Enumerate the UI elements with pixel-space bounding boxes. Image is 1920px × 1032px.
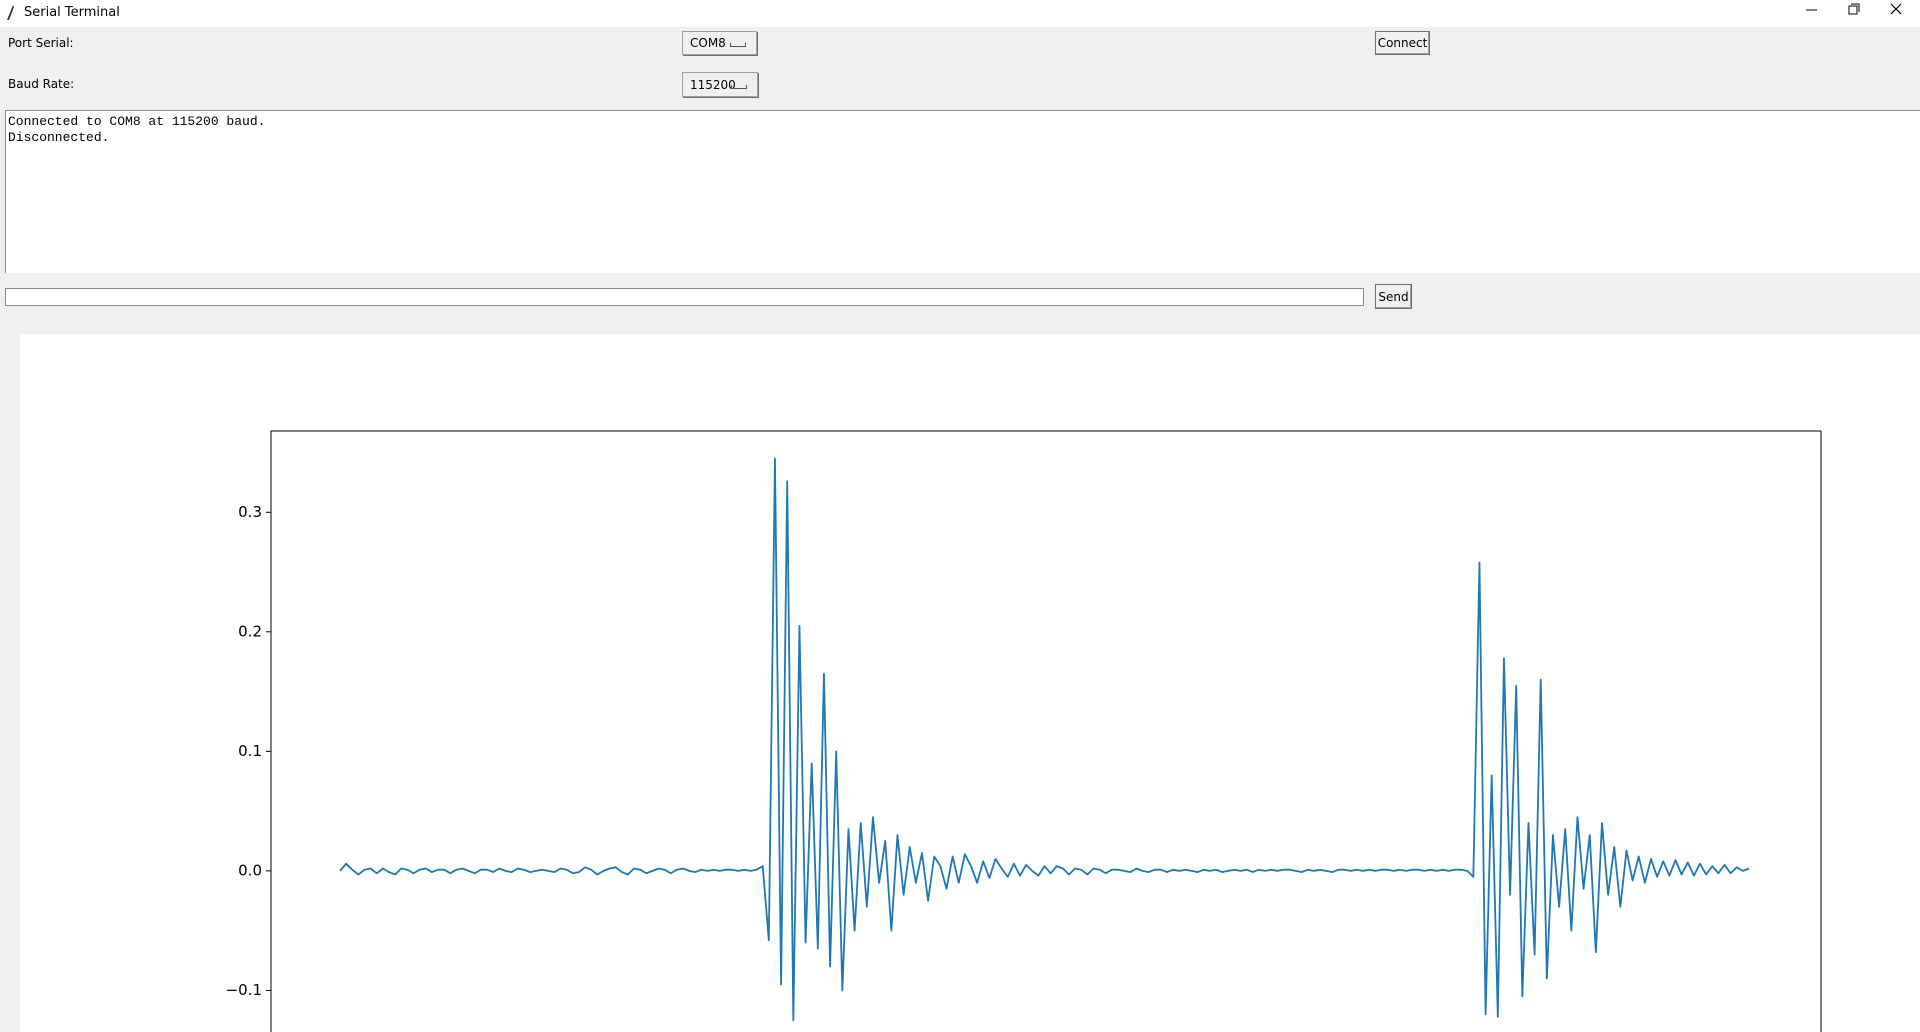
y-tick-label: 0.1 bbox=[238, 742, 262, 760]
chart: −0.1 0.0 0.1 0.2 0.3 bbox=[226, 430, 1822, 1032]
axes-frame bbox=[270, 430, 1822, 1032]
send-button[interactable]: Send bbox=[1375, 284, 1412, 309]
port-label: Port Serial: bbox=[8, 36, 74, 50]
baud-label: Baud Rate: bbox=[8, 77, 75, 91]
plot-figure: −0.1 0.0 0.1 0.2 0.3 bbox=[20, 334, 1920, 1032]
terminal-line: Connected to COM8 at 115200 baud. bbox=[8, 114, 266, 129]
window-title: Serial Terminal bbox=[24, 5, 120, 20]
data-line bbox=[339, 457, 1750, 1022]
window-buttons bbox=[1790, 0, 1920, 27]
y-tick-label: 0.2 bbox=[238, 622, 262, 640]
port-dropdown[interactable]: COM8 bbox=[682, 31, 757, 55]
connect-button[interactable]: Connect bbox=[1375, 31, 1430, 55]
message-input[interactable] bbox=[5, 288, 1364, 306]
minimize-button[interactable] bbox=[1790, 0, 1832, 27]
close-button[interactable] bbox=[1874, 0, 1920, 27]
y-tick-label: −0.1 bbox=[226, 981, 262, 999]
terminal-output: Connected to COM8 at 115200 baud. Discon… bbox=[5, 110, 1920, 273]
baud-dropdown[interactable]: 115200 bbox=[682, 72, 758, 97]
maximize-button[interactable] bbox=[1832, 0, 1874, 27]
title-bar: Serial Terminal bbox=[0, 0, 1920, 27]
terminal-line: Disconnected. bbox=[8, 130, 110, 145]
y-tick-label: 0.3 bbox=[238, 503, 262, 521]
app-icon bbox=[7, 5, 14, 20]
y-tick-label: 0.0 bbox=[238, 861, 262, 879]
